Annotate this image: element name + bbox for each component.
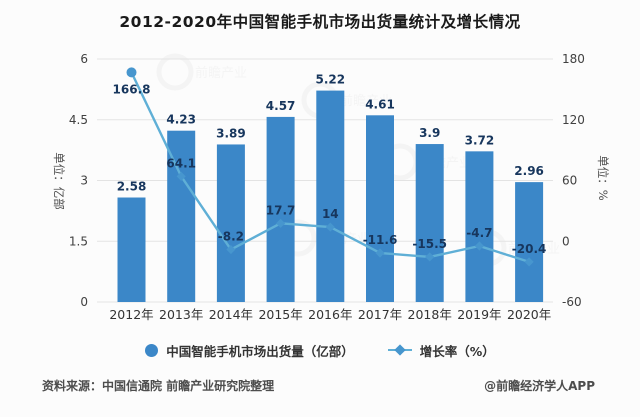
bar	[117, 197, 146, 302]
x-axis-label: 2016年	[308, 307, 352, 322]
x-axis-label: 2017年	[358, 307, 402, 322]
line-point-marker	[226, 244, 236, 255]
line-point-marker	[325, 222, 335, 232]
legend-diamond-icon	[387, 344, 412, 356]
line-value-label: -15.5	[412, 237, 447, 251]
right-axis-unit-label: 单位：%	[596, 155, 610, 201]
x-axis-label: 2018年	[408, 307, 452, 322]
bar	[316, 90, 345, 302]
left-axis-unit-label: 单位：亿部	[52, 152, 66, 210]
source-note: 资料来源：中国信通院 前瞻产业研究院整理	[42, 379, 275, 393]
svg-text:前瞻产业: 前瞻产业	[340, 93, 392, 109]
bar-value-label: 3.72	[465, 133, 495, 147]
line-value-label: -4.7	[466, 226, 492, 240]
watermark-logo: 前瞻产业	[156, 53, 247, 91]
legend-item-shipments: 中国智能手机市场出货量（亿部）	[145, 341, 354, 360]
x-axis-label: 2012年	[109, 307, 153, 322]
y-axis-tick-label: 4.5	[69, 113, 88, 127]
line-value-label: 17.7	[266, 203, 296, 217]
x-axis-label: 2013年	[159, 307, 203, 322]
legend-item-growth: 增长率（%）	[387, 341, 495, 360]
line-point-marker	[176, 171, 186, 181]
bar-value-label: 3.9	[419, 126, 440, 140]
line-point-marker	[474, 241, 484, 251]
bar-value-label: 3.89	[216, 126, 246, 140]
y-axis-tick-label: 3	[80, 174, 88, 188]
y2-axis-tick-label: 60	[562, 174, 577, 188]
svg-text:前瞻产业: 前瞻产业	[195, 65, 247, 81]
y-axis-tick-label: 6	[80, 52, 88, 66]
app-credit: @前瞻经济学人APP	[484, 379, 595, 393]
x-axis-label: 2020年	[507, 307, 551, 322]
y2-axis-tick-label: 0	[562, 234, 570, 248]
legend-shipments-label: 中国智能手机市场出货量（亿部）	[166, 343, 354, 359]
bar-value-label: 4.23	[166, 113, 196, 127]
bar-value-label: 4.61	[365, 97, 395, 111]
bar	[216, 144, 245, 302]
bar-value-label: 2.58	[117, 180, 147, 194]
line-value-label: 166.8	[113, 82, 151, 96]
bar	[515, 182, 544, 302]
line-point-marker	[126, 67, 137, 78]
x-axis-label: 2015年	[258, 307, 302, 322]
line-point-marker	[524, 257, 534, 267]
line-value-label: -20.4	[512, 242, 547, 256]
footer: 资料来源：中国信通院 前瞻产业研究院整理 @前瞻经济学人APP	[0, 377, 640, 394]
line-point-marker	[375, 248, 385, 258]
line-value-label: -11.6	[363, 233, 398, 247]
bar-value-label: 5.22	[315, 73, 345, 87]
legend-dot-icon	[145, 343, 159, 357]
chart-title: 2012-2020年中国智能手机市场出货量统计及增长情况	[119, 13, 521, 31]
y2-axis-tick-label: 120	[562, 113, 585, 127]
bar-value-label: 2.96	[514, 164, 544, 178]
y2-axis-tick-label: -60	[562, 295, 582, 309]
bar-value-label: 4.57	[266, 99, 296, 113]
y-axis-tick-label: 0	[80, 295, 88, 309]
bar	[415, 144, 444, 302]
line-value-label: 14	[322, 207, 339, 221]
y2-axis-tick-label: 180	[562, 52, 585, 66]
line-value-label: -8.2	[218, 230, 244, 244]
line-point-marker	[425, 252, 435, 262]
bar	[465, 151, 494, 302]
x-axis-label: 2019年	[457, 307, 501, 322]
y-axis-tick-label: 1.5	[69, 234, 88, 248]
legend-growth-label: 增长率（%）	[419, 343, 495, 359]
line-value-label: 64.1	[166, 156, 196, 170]
bar	[266, 116, 295, 302]
line-point-marker	[276, 218, 286, 228]
x-axis-label: 2014年	[209, 307, 253, 322]
bar	[366, 115, 394, 302]
chart-legend: 中国智能手机市场出货量（亿部） 增长率（%）	[0, 340, 640, 360]
